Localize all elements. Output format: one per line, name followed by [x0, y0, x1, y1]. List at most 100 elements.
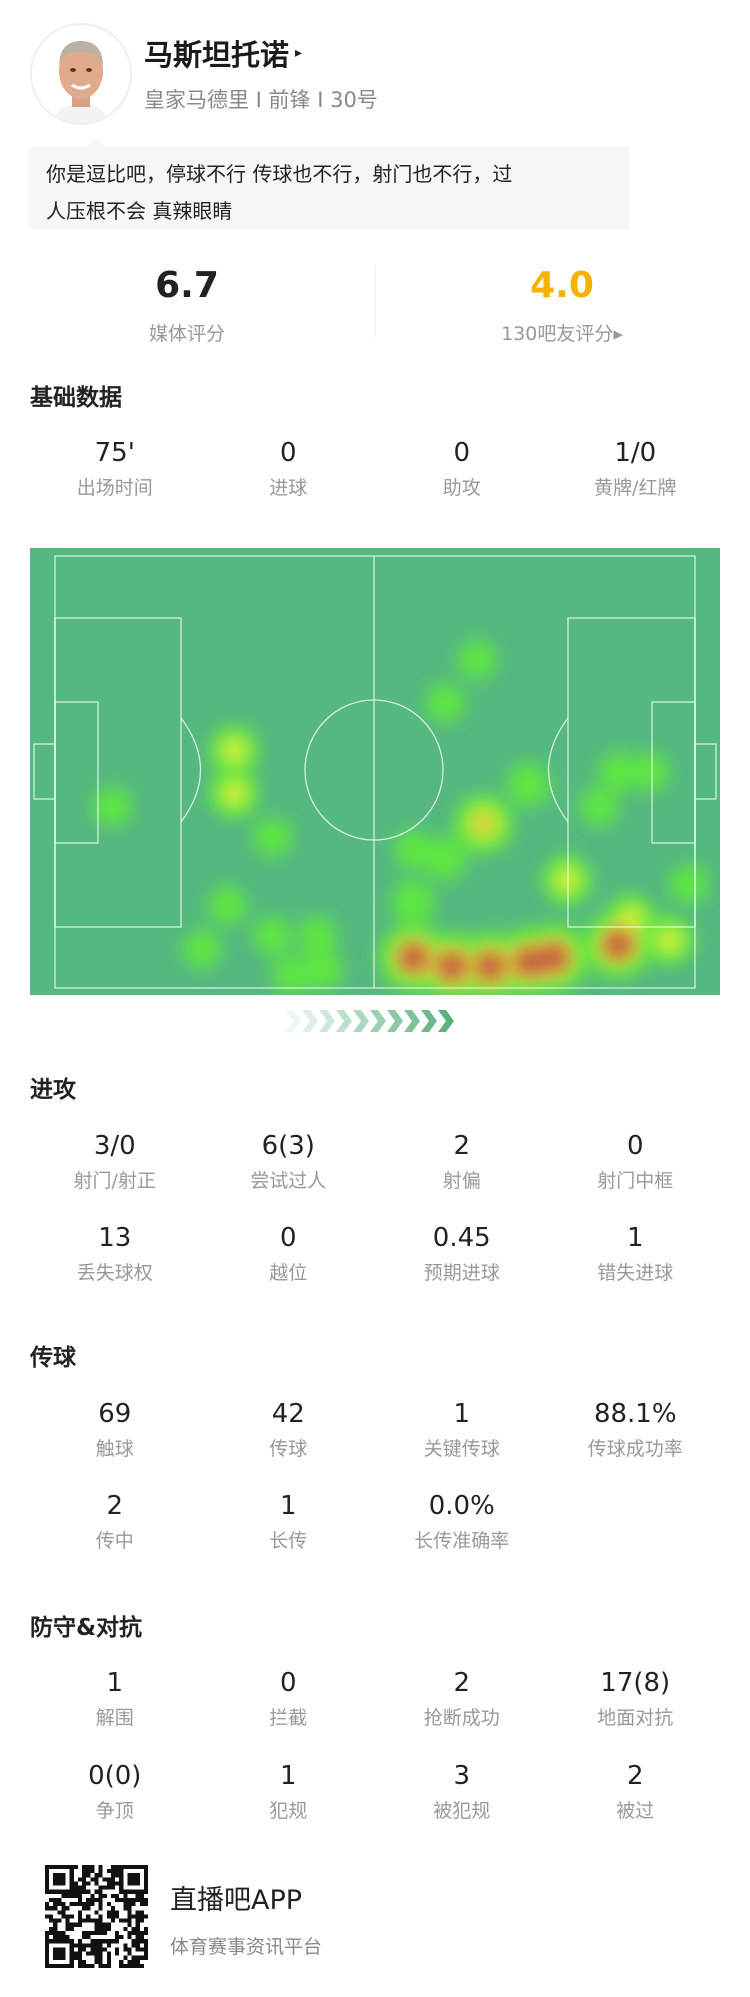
heat-spot: [220, 779, 249, 808]
stat-label: 地面对抗: [597, 1707, 674, 1729]
heat-spot: [617, 904, 645, 933]
passing-row: 2 传中 1 长传 0.0% 长传准确率: [28, 1491, 722, 1553]
stat-label: 射门/射正: [73, 1170, 156, 1192]
left-six-yard-box: [54, 701, 99, 844]
stat-fouls: 1 犯规: [202, 1761, 376, 1823]
media-rating-label: 媒体评分: [148, 323, 225, 345]
attack-direction-arrows: [285, 1008, 465, 1038]
right-penalty-arc: [547, 717, 569, 823]
stat-label: 争顶: [95, 1800, 134, 1822]
heat-spot: [603, 929, 634, 960]
stat-label: 被过: [616, 1800, 655, 1822]
section-title-defense: 防守&对抗: [30, 1615, 143, 1641]
stat-value: 0: [279, 1668, 297, 1698]
stat-goals: 0 进球: [202, 438, 376, 500]
stat-value: 3/0: [93, 1131, 136, 1161]
heat-spot: [272, 956, 311, 995]
player-avatar[interactable]: [30, 23, 132, 125]
stat-label: 错失进球: [597, 1262, 674, 1284]
defense-row: 0(0) 争顶 1 犯规 3 被犯规 2 被过: [28, 1761, 722, 1823]
stat-value: 1: [106, 1668, 124, 1698]
stat-label: 尝试过人: [250, 1170, 327, 1192]
stat-value: 0: [626, 1131, 644, 1161]
heat-spot: [253, 817, 292, 856]
fan-rating-value: 4.0: [530, 265, 594, 306]
heat-spot: [507, 763, 551, 807]
stat-pass-accuracy: 88.1% 传球成功率: [549, 1399, 723, 1461]
stat-label: 解围: [95, 1707, 134, 1729]
stat-value: 0: [279, 438, 297, 468]
heat-layer-high: [398, 818, 634, 982]
center-circle: [304, 699, 444, 841]
stat-label: 射偏: [442, 1170, 481, 1192]
media-rating-value: 6.7: [155, 265, 219, 306]
heat-spot: [391, 880, 435, 924]
stat-shots: 3/0 射门/射正: [28, 1131, 202, 1193]
chevron-right-icon: [370, 1010, 386, 1032]
heat-spot: [539, 942, 570, 973]
stat-value: 1: [626, 1223, 644, 1253]
heat-spot: [93, 787, 132, 826]
stat-label: 传球成功率: [587, 1438, 683, 1460]
left-goal: [33, 743, 56, 800]
heat-spot: [475, 951, 506, 982]
chevron-right-icon: [387, 1010, 403, 1032]
basic-stats-row: 75' 出场时间 0 进球 0 助攻 1/0 黄牌/红牌: [28, 438, 722, 500]
stat-value: 75': [94, 438, 135, 468]
heat-spot: [394, 830, 433, 869]
heat-spot: [208, 886, 247, 925]
chevron-right-icon: [438, 1010, 454, 1032]
heat-spot: [553, 866, 581, 894]
stat-value: 1: [453, 1399, 471, 1429]
stat-label: 射门中框: [597, 1170, 674, 1192]
stat-minutes: 75' 出场时间: [28, 438, 202, 500]
fan-rating-label: 130吧友评分▸: [501, 323, 623, 345]
stat-label: 助攻: [442, 477, 481, 499]
chevron-right-icon: [336, 1010, 352, 1032]
heat-spot: [631, 753, 670, 791]
stat-label: 关键传球: [423, 1438, 500, 1460]
stat-value: 88.1%: [593, 1399, 677, 1429]
stat-value: 0(0): [88, 1761, 142, 1791]
stat-value: 1: [279, 1761, 297, 1791]
chevron-right-icon: [319, 1010, 335, 1032]
heat-spot: [220, 736, 249, 765]
stat-touches: 69 触球: [28, 1399, 202, 1461]
stat-label: 触球: [95, 1438, 134, 1460]
heat-spot: [478, 818, 489, 829]
stat-assists: 0 助攻: [375, 438, 549, 500]
stat-woodwork: 0 射门中框: [549, 1131, 723, 1193]
heat-spot: [426, 683, 465, 722]
heat-spot: [398, 942, 429, 973]
heat-spot: [304, 951, 343, 990]
heat-spot: [458, 640, 497, 679]
heat-spot: [183, 930, 222, 969]
stat-crosses: 2 传中: [28, 1491, 202, 1553]
player-name[interactable]: 马斯坦托诺 ▸: [144, 32, 302, 74]
stat-interceptions: 0 拦截: [202, 1668, 376, 1730]
stat-value: 13: [98, 1223, 132, 1253]
stat-label: 进球: [269, 477, 308, 499]
stat-ground-duels: 17(8) 地面对抗: [549, 1668, 723, 1730]
section-title-passing: 传球: [30, 1345, 76, 1371]
stat-shots-off: 2 射偏: [375, 1131, 549, 1193]
caret-right-icon: ▸: [295, 45, 303, 61]
chevrons-right-icon: [285, 1010, 454, 1032]
stat-value: 17(8): [600, 1668, 671, 1698]
fan-rating[interactable]: 4.0 130吧友评分▸: [462, 265, 662, 346]
stat-big-chances-missed: 1 错失进球: [549, 1223, 723, 1285]
defense-row: 1 解围 0 拦截 2 抢断成功 17(8) 地面对抗: [28, 1668, 722, 1730]
heatmap-svg: [33, 555, 717, 995]
heat-spot: [599, 753, 638, 791]
heat-spot: [423, 836, 467, 880]
attack-row: 13 丢失球权 0 越位 0.45 预期进球 1 错失进球: [28, 1223, 722, 1285]
stat-value: 0: [453, 438, 471, 468]
chevron-right-icon: [302, 1010, 318, 1032]
qr-code[interactable]: [45, 1865, 148, 1968]
left-penalty-box: [54, 617, 182, 928]
stat-value: 2: [626, 1761, 644, 1791]
stat-xg: 0.45 预期进球: [375, 1223, 549, 1285]
stat-value: 2: [453, 1131, 471, 1161]
player-team-position: 皇家马德里 I 前锋 I 30号: [144, 88, 378, 112]
section-title-attack: 进攻: [30, 1077, 76, 1103]
